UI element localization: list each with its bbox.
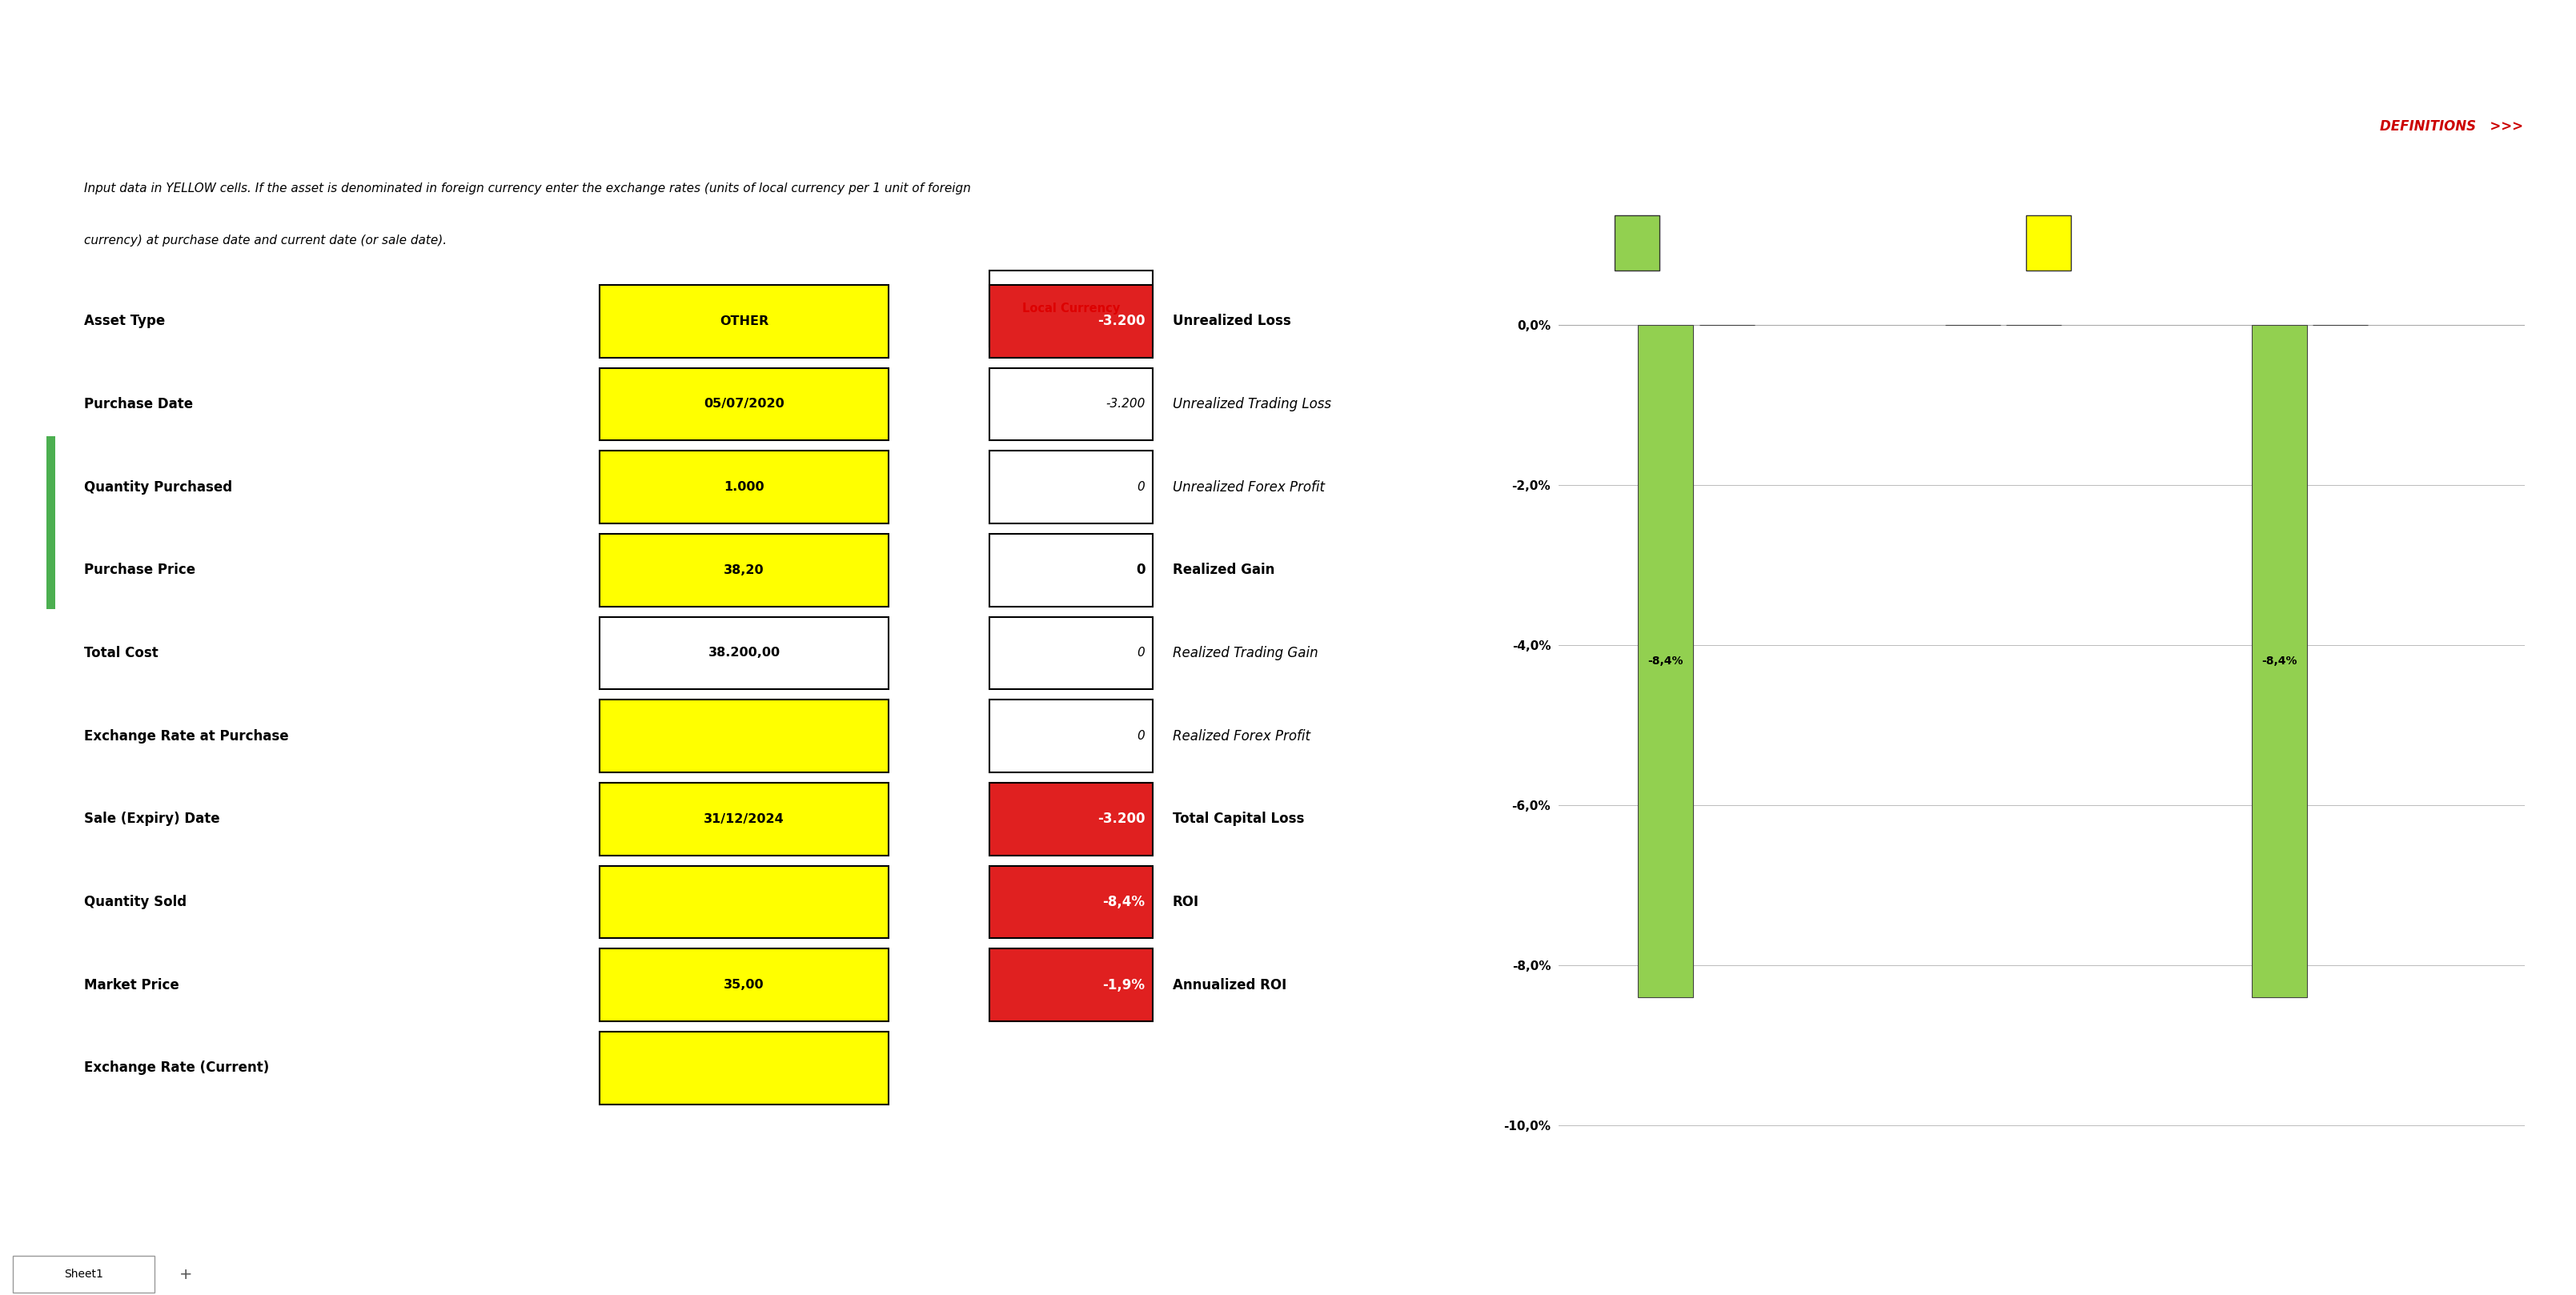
Text: Realized Gain: Realized Gain — [1172, 563, 1275, 578]
Text: 35,00: 35,00 — [724, 979, 765, 991]
Text: -8,4%: -8,4% — [1649, 655, 1685, 667]
Bar — [989, 616, 1151, 689]
Text: Annualized ROI: Annualized ROI — [1172, 978, 1285, 992]
Text: DEFINITIONS   >>>: DEFINITIONS >>> — [2380, 119, 2522, 133]
Text: Local Currency: Local Currency — [1023, 303, 1121, 315]
Bar — [989, 949, 1151, 1022]
Text: Unrealized Forex Profit: Unrealized Forex Profit — [1172, 480, 1324, 495]
Text: +: + — [178, 1267, 193, 1282]
Text: -3.200: -3.200 — [1105, 398, 1146, 411]
Text: 31/12/2024: 31/12/2024 — [703, 813, 783, 825]
Bar — [989, 368, 1151, 440]
Text: TRADING IMPACT: TRADING IMPACT — [1682, 237, 1788, 249]
Bar — [600, 451, 889, 523]
Bar — [989, 699, 1151, 772]
Text: Purchase Date: Purchase Date — [85, 398, 193, 412]
Text: 0: 0 — [1136, 648, 1146, 659]
Text: Unrealized Loss: Unrealized Loss — [1172, 313, 1291, 329]
Bar — [600, 368, 889, 440]
Bar — [600, 534, 889, 606]
Bar — [989, 534, 1151, 606]
Text: Sheet1: Sheet1 — [64, 1269, 103, 1279]
Text: -3.200: -3.200 — [1097, 812, 1146, 826]
Text: RETURN ON INVESTMENT (ROI) CALCULATOR: RETURN ON INVESTMENT (ROI) CALCULATOR — [969, 34, 1638, 60]
Text: Unrealized Trading Loss: Unrealized Trading Loss — [1172, 398, 1332, 412]
Text: Quantity Purchased: Quantity Purchased — [85, 480, 232, 495]
Bar — [989, 866, 1151, 939]
Bar — [600, 1032, 889, 1105]
Text: Exchange Rate (Current): Exchange Rate (Current) — [85, 1061, 270, 1075]
Text: Quantity Sold: Quantity Sold — [85, 895, 185, 909]
Bar — [1615, 215, 1659, 271]
Bar — [989, 451, 1151, 523]
Bar — [989, 285, 1151, 357]
Text: -3.200: -3.200 — [1097, 313, 1146, 329]
Bar — [2027, 215, 2071, 271]
Text: OTHER: OTHER — [719, 315, 768, 328]
Text: currency) at purchase date and current date (or sale date).: currency) at purchase date and current d… — [85, 234, 446, 247]
Text: Input data in YELLOW cells. If the asset is denominated in foreign currency ente: Input data in YELLOW cells. If the asset… — [85, 183, 971, 194]
Text: Realized Forex Profit: Realized Forex Profit — [1172, 729, 1311, 743]
Bar — [600, 699, 889, 772]
Text: ROI: ROI — [1172, 895, 1200, 909]
Text: 0: 0 — [1136, 730, 1146, 742]
Text: Sale (Expiry) Date: Sale (Expiry) Date — [85, 812, 219, 826]
Bar — [600, 616, 889, 689]
Bar — [989, 271, 1151, 347]
Text: -8,4%: -8,4% — [2262, 655, 2298, 667]
Text: RETURN ON INVESTMENT: RETURN ON INVESTMENT — [1855, 172, 2154, 193]
Text: FEX IMPACT: FEX IMPACT — [2094, 237, 2166, 249]
Bar — [1638, 325, 1692, 997]
Text: Purchase Price: Purchase Price — [85, 563, 196, 578]
Text: 0: 0 — [1136, 482, 1146, 493]
Text: 38.200,00: 38.200,00 — [708, 648, 781, 659]
Text: Total Cost: Total Cost — [85, 646, 157, 660]
Text: 38,20: 38,20 — [724, 565, 765, 576]
Text: Total Capital Loss: Total Capital Loss — [1172, 812, 1303, 826]
Text: Exchange Rate at Purchase: Exchange Rate at Purchase — [85, 729, 289, 743]
Text: -8,4%: -8,4% — [1103, 895, 1146, 909]
Text: 0: 0 — [1136, 563, 1146, 578]
Bar — [600, 949, 889, 1022]
Text: Market Price: Market Price — [85, 978, 180, 992]
Text: Realized Trading Gain: Realized Trading Gain — [1172, 646, 1319, 660]
Bar — [989, 782, 1151, 856]
Bar — [600, 285, 889, 357]
Bar — [13, 1256, 155, 1292]
Bar — [2251, 325, 2306, 997]
Text: 05/07/2020: 05/07/2020 — [703, 398, 783, 411]
Bar — [46, 436, 54, 610]
Bar — [600, 866, 889, 939]
Text: Asset Type: Asset Type — [85, 313, 165, 329]
Text: 1.000: 1.000 — [724, 482, 765, 493]
Text: 05/07/2020: 05/07/2020 — [108, 35, 250, 58]
Bar — [600, 782, 889, 856]
Text: -1,9%: -1,9% — [1103, 978, 1146, 992]
